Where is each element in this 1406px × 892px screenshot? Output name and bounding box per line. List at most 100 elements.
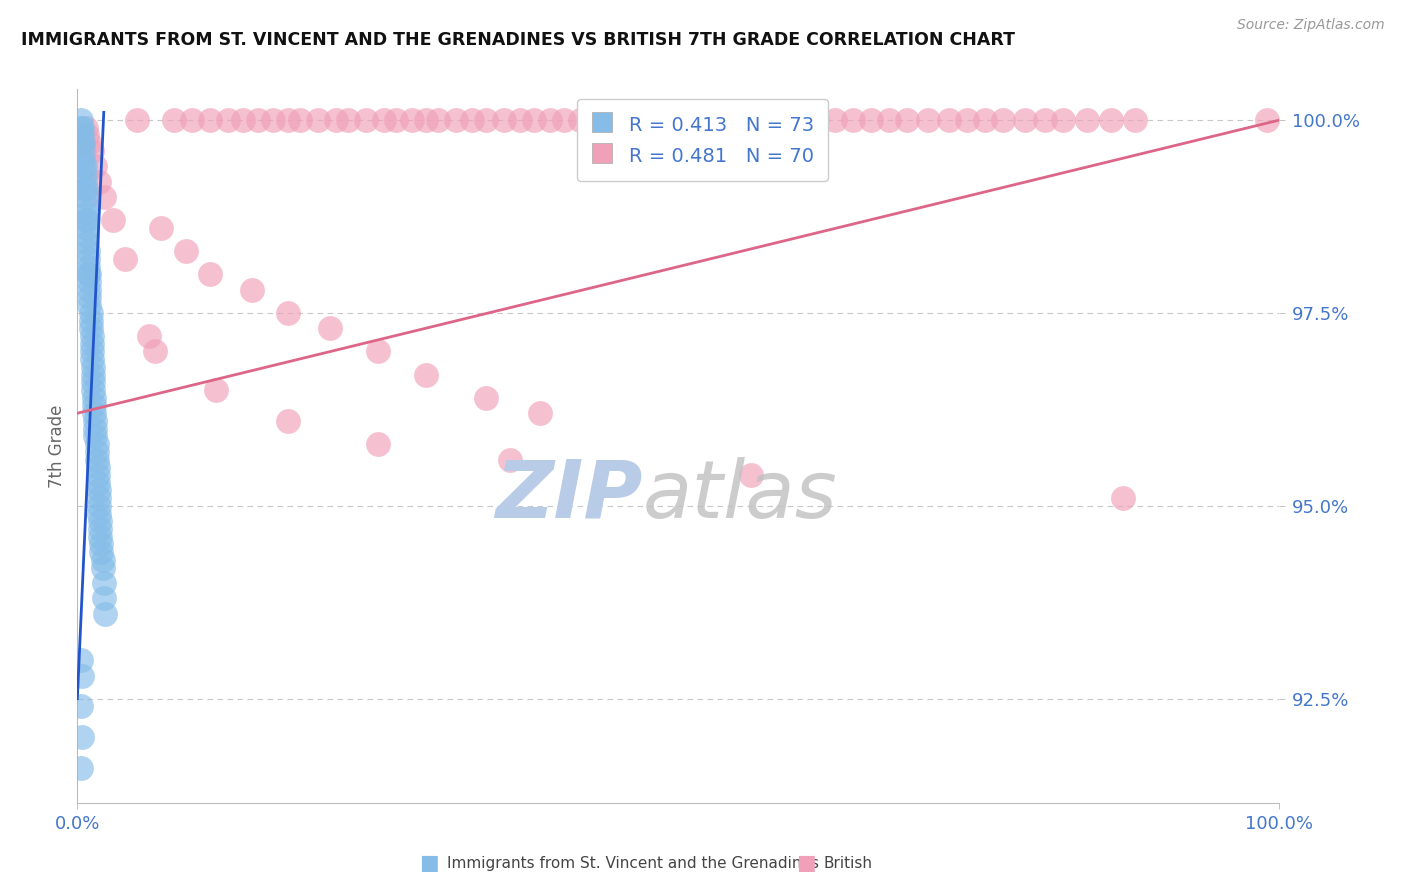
Point [1123,113,1146,128]
Point [84,159,107,173]
Point [86,452,108,467]
Point [77,260,100,274]
Point [87,507,110,521]
Point [87,175,110,189]
Point [475,113,498,128]
Point [77,252,100,266]
Point [583,113,606,128]
Point [655,113,678,128]
Point [198,268,221,282]
Point [79,321,101,335]
Point [72,159,94,173]
Point [460,113,482,128]
Point [80,352,103,367]
Text: Source: ZipAtlas.com: Source: ZipAtlas.com [1237,18,1385,32]
Text: ■: ■ [796,854,815,873]
Point [84,429,107,443]
Point [73,167,96,181]
Point [73,159,96,173]
Point [626,113,648,128]
Point [70,699,93,714]
Point [91,560,114,574]
Point [90,545,112,559]
Point [529,406,551,420]
Point [79,283,101,297]
Point [523,113,546,128]
Point [103,213,125,227]
Point [1099,113,1122,128]
Text: ZIP: ZIP [495,457,643,535]
Point [974,113,997,128]
Point [766,113,789,128]
Point [673,113,696,128]
Text: Immigrants from St. Vincent and the Grenadines: Immigrants from St. Vincent and the Gren… [447,856,820,871]
Point [82,359,104,374]
Point [415,113,437,128]
Point [991,113,1014,128]
Point [475,391,498,405]
Point [70,128,93,143]
Point [89,522,111,536]
Point [84,422,107,436]
Point [509,113,531,128]
Point [86,437,108,451]
Point [385,113,408,128]
Point [87,499,110,513]
Point [150,221,173,235]
Point [70,113,93,128]
Point [70,136,93,151]
Text: IMMIGRANTS FROM ST. VINCENT AND THE GRENADINES VS BRITISH 7TH GRADE CORRELATION : IMMIGRANTS FROM ST. VINCENT AND THE GREN… [21,31,1015,49]
Point [76,221,98,235]
Point [336,113,359,128]
Point [83,406,105,420]
Point [138,329,160,343]
Point [354,113,377,128]
Point [553,113,575,128]
Point [938,113,960,128]
Point [75,120,97,135]
Point [80,144,103,158]
Text: ■: ■ [419,854,439,873]
Point [82,376,104,390]
Point [373,113,395,128]
Point [262,113,284,128]
Point [89,530,111,544]
Point [80,344,103,359]
Point [180,113,202,128]
Point [84,414,107,428]
Point [499,452,522,467]
Point [641,113,664,128]
Point [444,113,467,128]
Point [568,113,591,128]
Point [70,120,93,135]
Point [787,113,810,128]
Point [93,190,115,204]
Point [703,113,725,128]
Point [76,228,98,243]
Point [87,475,110,490]
Point [427,113,450,128]
Point [82,383,104,397]
Text: British: British [824,856,873,871]
Point [1014,113,1036,128]
Point [72,136,94,151]
Point [79,313,101,327]
Point [877,113,900,128]
Point [70,653,93,667]
Point [956,113,979,128]
Point [613,113,636,128]
Point [93,591,115,606]
Point [204,383,226,397]
Point [896,113,918,128]
Point [73,175,96,189]
Point [75,182,97,196]
Point [75,190,97,204]
Point [174,244,197,259]
Point [114,252,136,266]
Point [277,113,299,128]
Point [79,275,101,289]
Point [77,268,100,282]
Point [277,414,299,428]
Point [75,205,97,219]
Point [76,213,98,227]
